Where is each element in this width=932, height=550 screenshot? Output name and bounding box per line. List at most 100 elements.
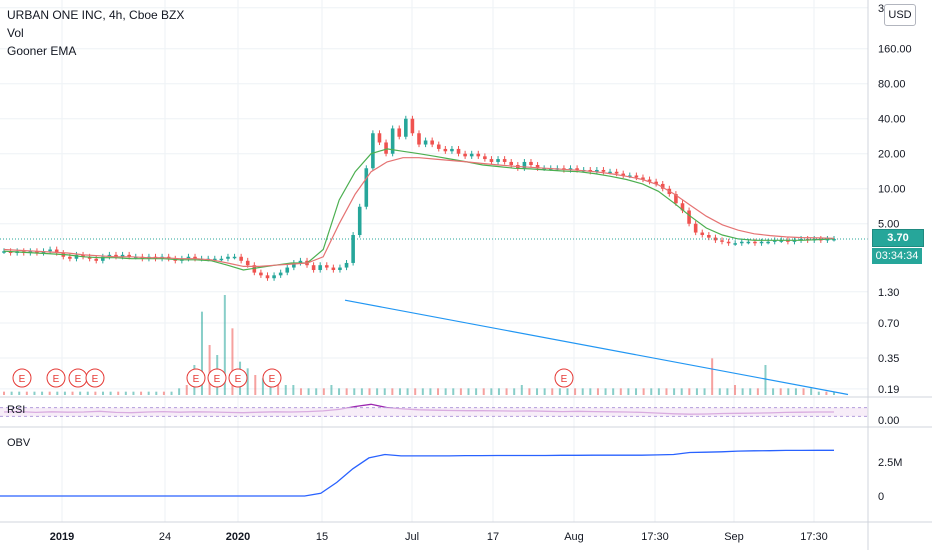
- price-tick-label: 0.70: [878, 318, 899, 330]
- earnings-marker[interactable]: E: [207, 368, 227, 388]
- candle-body: [338, 267, 342, 271]
- volume-bar: [170, 391, 173, 395]
- volume-bar: [231, 328, 234, 395]
- x-tick-label: 17:30: [800, 531, 828, 543]
- candle-body: [772, 240, 777, 242]
- candle-body: [226, 256, 230, 259]
- volume-bar: [398, 388, 401, 395]
- volume-bar: [360, 388, 363, 395]
- rsi-band: [0, 407, 868, 417]
- volume-bar: [467, 388, 470, 395]
- price-tick-label: 5.00: [878, 219, 899, 231]
- volume-bar: [589, 388, 592, 395]
- volume-bar: [109, 391, 112, 395]
- earnings-circle: [554, 368, 574, 388]
- candle-body: [48, 249, 52, 252]
- candle-body: [693, 223, 698, 233]
- volume-bar: [429, 388, 432, 395]
- volume-bar: [437, 388, 440, 395]
- volume-bar: [475, 388, 478, 395]
- earnings-marker[interactable]: E: [262, 368, 282, 388]
- earnings-marker[interactable]: E: [228, 368, 248, 388]
- volume-bar: [794, 388, 797, 395]
- candles: [2, 115, 836, 281]
- volume-bar: [604, 388, 607, 395]
- candle-body: [344, 262, 349, 268]
- volume-bar: [18, 391, 21, 395]
- volume-bar: [178, 388, 181, 395]
- volume-bar: [383, 388, 386, 395]
- volume-bar: [711, 358, 714, 395]
- volume-bar: [543, 388, 546, 395]
- volume-bar: [536, 388, 539, 395]
- candle-body: [384, 142, 388, 154]
- earnings-label: E: [75, 374, 82, 385]
- candle-body: [390, 128, 395, 154]
- earnings-label: E: [235, 374, 242, 385]
- ema-lines: [0, 148, 835, 497]
- price-tick-label: 20.00: [878, 149, 906, 161]
- x-tick-label: 2020: [226, 531, 250, 543]
- earnings-label: E: [214, 374, 221, 385]
- volume-bar: [208, 345, 211, 395]
- volume-bar: [246, 368, 249, 395]
- rsi-label: RSI: [7, 404, 26, 416]
- candle-body: [245, 260, 250, 266]
- earnings-marker[interactable]: E: [46, 368, 66, 388]
- volume-bar: [277, 381, 280, 395]
- price-tick-label: 40.00: [878, 114, 906, 126]
- currency-badge[interactable]: USD: [884, 4, 916, 26]
- earnings-marker[interactable]: E: [85, 368, 105, 388]
- volume-bar: [261, 378, 264, 395]
- ema-fast-line: [3, 148, 835, 271]
- volume-bar: [124, 391, 127, 395]
- candle-body: [68, 256, 72, 259]
- candle-body: [436, 144, 441, 149]
- candle-body: [311, 265, 316, 271]
- volume-bar: [132, 391, 135, 395]
- volume-bar: [726, 388, 729, 395]
- candle-body: [614, 171, 619, 174]
- volume-bar: [33, 391, 36, 395]
- x-tick-label: Sep: [724, 531, 744, 543]
- volume-bar: [596, 388, 599, 395]
- candle-body: [529, 161, 533, 166]
- volume-bar: [764, 365, 767, 395]
- candle-body: [779, 240, 784, 242]
- x-tick-label: 15: [316, 531, 328, 543]
- candle-body: [680, 203, 685, 211]
- earnings-marker[interactable]: E: [554, 368, 574, 388]
- candle-body: [259, 272, 263, 276]
- earnings-marker[interactable]: E: [12, 368, 32, 388]
- candle-body: [87, 256, 92, 259]
- candle-body: [509, 161, 514, 166]
- candle-body: [232, 256, 237, 259]
- candle-body: [278, 272, 283, 276]
- candle-body: [522, 161, 527, 169]
- candle-body: [404, 118, 408, 137]
- candle-body: [674, 194, 678, 204]
- candle-body: [660, 183, 665, 189]
- volume-bar: [574, 388, 577, 395]
- volume-bar: [140, 391, 143, 395]
- volume-bar: [299, 388, 302, 395]
- candle-body: [2, 251, 6, 253]
- volume-bar: [353, 388, 356, 395]
- candle-body: [186, 256, 191, 259]
- candle-body: [489, 159, 494, 162]
- volume-bar: [756, 388, 759, 395]
- price-tick-label: 0.19: [878, 384, 899, 396]
- candle-body: [74, 254, 79, 259]
- volume-bar: [772, 388, 775, 395]
- candle-body: [81, 254, 85, 257]
- overlays: [0, 238, 868, 417]
- earnings-marker[interactable]: E: [68, 368, 88, 388]
- volume-bar: [376, 388, 379, 395]
- candle-body: [766, 241, 770, 244]
- earnings-label: E: [561, 374, 568, 385]
- earnings-circle: [85, 368, 105, 388]
- earnings-marker[interactable]: E: [186, 368, 206, 388]
- grid: [0, 0, 868, 522]
